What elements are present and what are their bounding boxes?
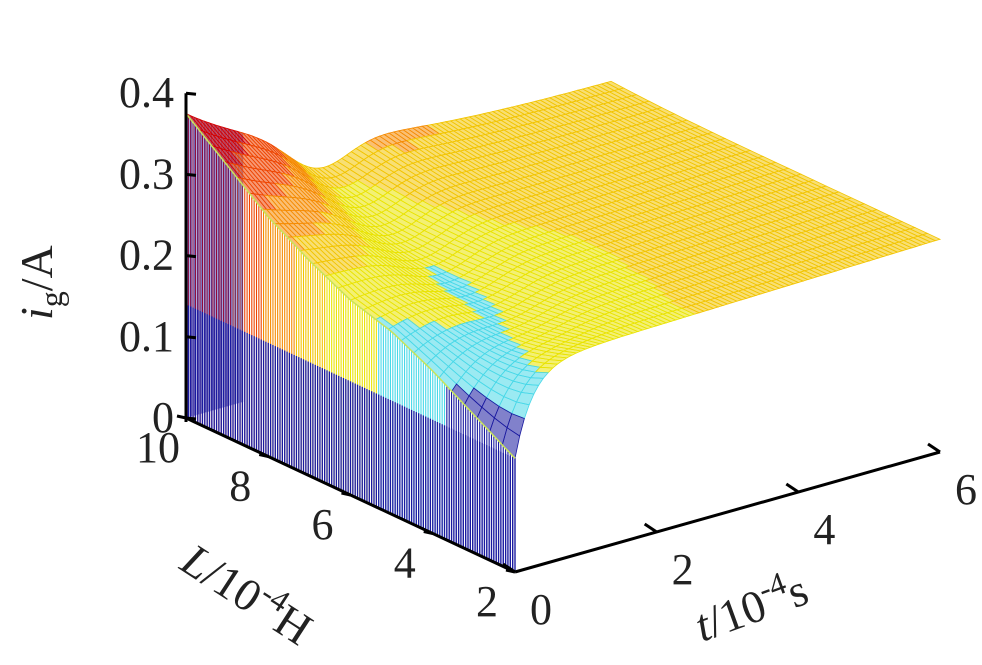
- z-tick: [185, 335, 197, 340]
- t-tick-label: 6: [955, 465, 977, 514]
- l-tick: [341, 491, 351, 497]
- l-tick: [258, 453, 269, 458]
- l-tick-label: 8: [229, 462, 251, 511]
- z-tick-label: 0.2: [119, 231, 174, 280]
- z-tick-label: 0.4: [119, 68, 174, 117]
- axes: [176, 91, 941, 574]
- z-axis-title: ig/A: [11, 245, 69, 320]
- t-tick: [502, 562, 516, 574]
- l-tick-label: 2: [476, 577, 498, 626]
- t-axis-title: t/10-4s: [686, 558, 815, 651]
- t-tick: [927, 442, 941, 454]
- l-tick: [176, 414, 187, 420]
- t-tick-label: 4: [813, 505, 835, 554]
- l-tick: [423, 530, 434, 535]
- l-tick-label: 10: [136, 423, 180, 472]
- z-tick-label: 0.1: [119, 312, 174, 361]
- z-tick-label: 0.3: [119, 149, 174, 198]
- z-tick-label: 0: [152, 393, 174, 442]
- surface-plot: [185, 80, 942, 572]
- t-axis: [514, 450, 941, 574]
- t-tick-label: 2: [672, 545, 694, 594]
- z-tick: [185, 254, 197, 259]
- l-tick-label: 4: [394, 539, 416, 588]
- t-tick-label: 0: [530, 585, 552, 634]
- z-tick: [185, 172, 197, 177]
- l-tick-label: 6: [312, 500, 334, 549]
- front-edge-curve: [185, 113, 516, 459]
- t-tick: [785, 482, 800, 494]
- l-axis-title: L/10-4H: [172, 528, 325, 655]
- z-tick: [185, 416, 197, 421]
- z-tick: [185, 91, 197, 96]
- t-tick: [643, 522, 658, 534]
